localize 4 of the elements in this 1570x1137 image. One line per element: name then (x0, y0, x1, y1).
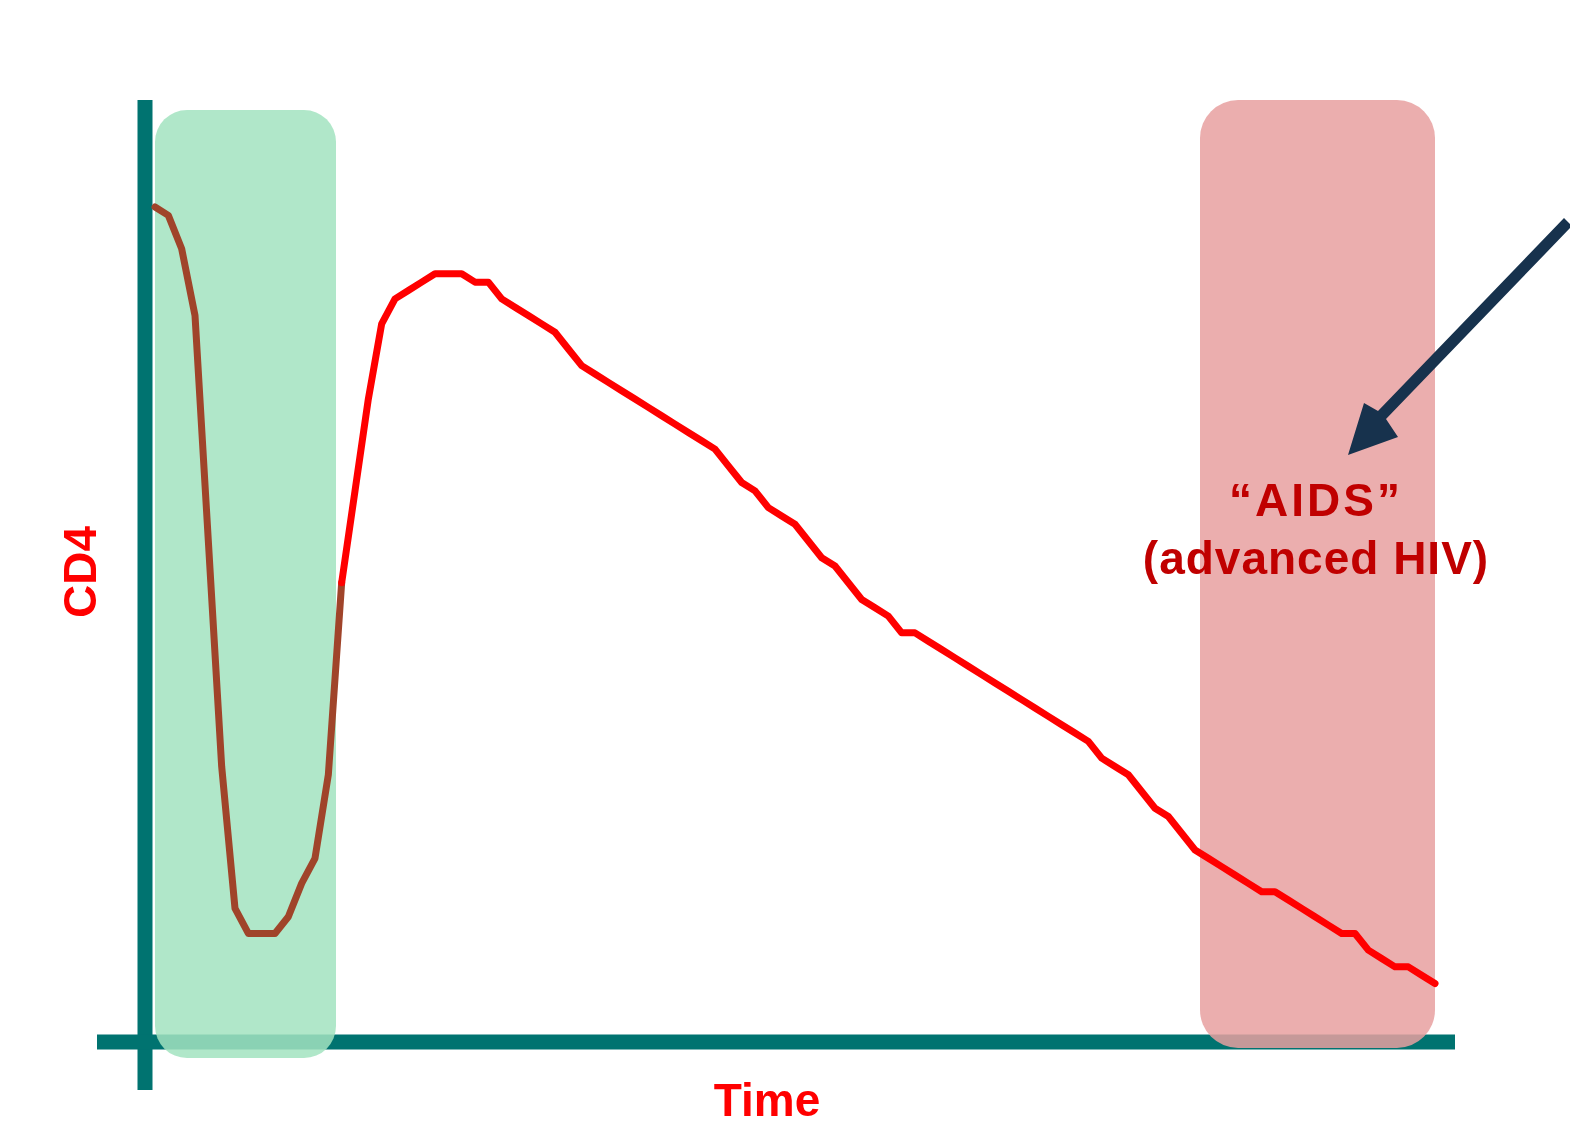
y-axis-title: CD4 (54, 525, 106, 619)
annotation: (advanced HIV) (1142, 532, 1490, 584)
x-axis-title: Time (713, 1074, 821, 1126)
annotation: “AIDS” (1229, 474, 1403, 526)
